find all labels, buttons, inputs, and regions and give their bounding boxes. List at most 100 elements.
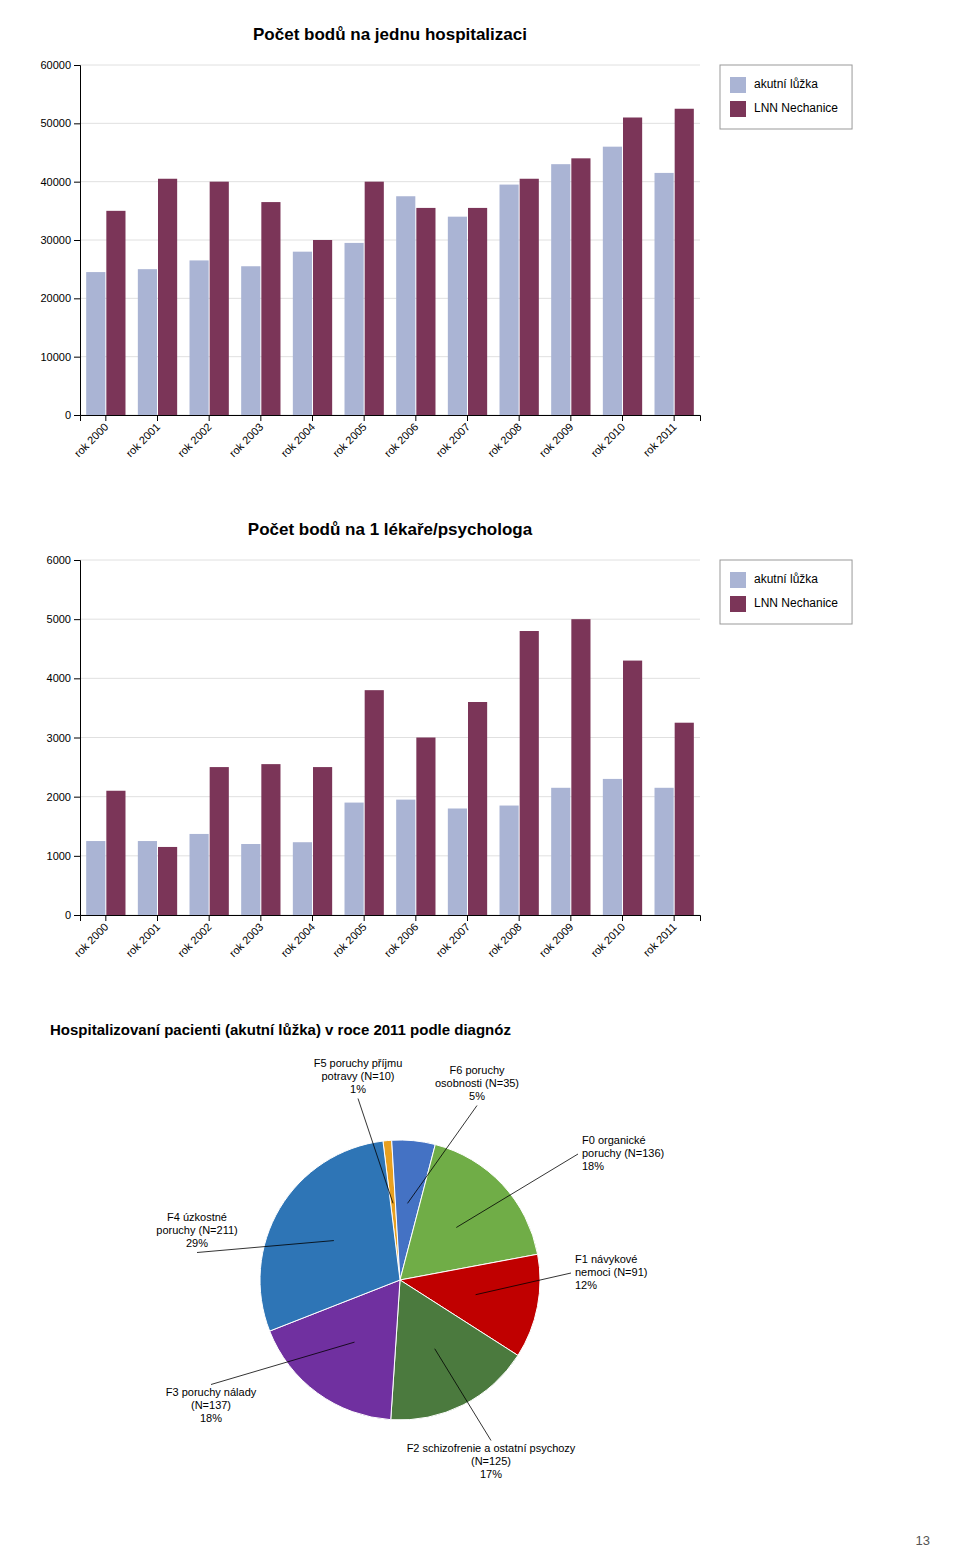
bars <box>86 109 694 415</box>
x-tick: rok 2000 <box>72 915 111 959</box>
bar <box>345 803 364 915</box>
slice-label: F6 poruchyosobnosti (N=35) <box>435 1064 519 1089</box>
tick-label: rok 2008 <box>485 921 524 960</box>
axis-line <box>81 916 701 922</box>
legend-label: akutní lůžka <box>754 77 818 91</box>
tick-mark <box>74 856 80 857</box>
slice-label: F0 organicképoruchy (N=136) <box>582 1134 664 1159</box>
y-axis: 0100002000030000400005000060000 <box>40 59 80 421</box>
tick-mark <box>209 915 210 921</box>
slice-labels: F5 poruchy příjmupotravy (N=10)1%F6 poru… <box>156 1057 664 1480</box>
x-tick: rok 2008 <box>485 915 524 959</box>
tick-mark <box>209 415 210 421</box>
bar <box>241 266 260 415</box>
slice-label: F1 návykovénemoci (N=91) <box>575 1253 647 1278</box>
slice-label-line: F4 úzkostné <box>167 1211 227 1223</box>
chart-title: Hospitalizovaní pacienti (akutní lůžka) … <box>50 1021 511 1038</box>
y-tick: 4000 <box>47 672 80 684</box>
bar <box>86 841 105 915</box>
data-label: 29% <box>186 1237 208 1249</box>
tick-label: 4000 <box>47 672 71 684</box>
tick-mark <box>105 915 106 921</box>
bar <box>571 619 590 915</box>
tick-label: rok 2002 <box>175 421 214 460</box>
tick-label: rok 2000 <box>72 421 111 460</box>
tick-label: rok 2006 <box>382 921 421 960</box>
bar <box>106 791 125 915</box>
tick-label: rok 2009 <box>537 921 576 960</box>
slice-label-line: F5 poruchy příjmu <box>314 1057 403 1069</box>
grid-line <box>80 619 700 620</box>
legend: akutní lůžkaLNN Nechanice <box>720 65 852 129</box>
legend: akutní lůžkaLNN Nechanice <box>720 560 852 624</box>
x-tick: rok 2011 <box>641 915 679 959</box>
page-number: 13 <box>916 1533 930 1548</box>
x-tick: rok 2009 <box>537 915 576 959</box>
bar <box>365 690 384 915</box>
tick-label: rok 2007 <box>433 921 472 960</box>
slice-label-line: poruchy (N=136) <box>582 1147 664 1159</box>
y-tick: 1000 <box>47 850 80 862</box>
bar <box>293 842 312 915</box>
tick-mark <box>74 915 80 916</box>
y-tick: 0 <box>65 909 80 921</box>
tick-label: 6000 <box>47 554 71 566</box>
tick-label: 50000 <box>40 117 71 129</box>
bar <box>396 800 415 915</box>
slice-label: F4 úzkostnéporuchy (N=211) <box>156 1211 237 1236</box>
tick-mark <box>674 415 675 421</box>
y-tick: 30000 <box>40 234 80 246</box>
y-tick: 3000 <box>47 732 80 744</box>
grid <box>80 65 700 415</box>
tick-mark <box>105 415 106 421</box>
tick-mark <box>622 915 623 921</box>
bar <box>551 164 570 415</box>
bar <box>603 779 622 915</box>
leader-line <box>476 1273 571 1295</box>
tick-label: rok 2010 <box>588 421 627 460</box>
tick-label: rok 2008 <box>485 421 524 460</box>
x-tick: rok 2002 <box>175 915 214 959</box>
bar <box>655 788 674 915</box>
y-tick: 60000 <box>40 59 80 71</box>
tick-mark <box>157 415 158 421</box>
slice-label-line: nemoci (N=91) <box>575 1266 647 1278</box>
legend-item: LNN Nechanice <box>730 596 838 612</box>
tick-mark <box>74 298 80 299</box>
tick-label: rok 2003 <box>227 421 266 460</box>
slice-label: F3 poruchy nálady(N=137) <box>166 1386 257 1411</box>
legend-frame <box>720 65 852 129</box>
tick-mark <box>74 415 80 416</box>
bar <box>500 185 519 415</box>
bar <box>603 147 622 415</box>
bar <box>675 723 694 915</box>
slice-label-line: F6 poruchy <box>449 1064 505 1076</box>
tick-mark <box>74 182 80 183</box>
legend-swatch <box>730 77 746 93</box>
grid-line <box>80 65 700 66</box>
x-tick: rok 2005 <box>330 915 369 959</box>
bar <box>448 809 467 916</box>
bar <box>106 211 125 415</box>
bar-chart: Počet bodů na 1 lékaře/psychologa0100020… <box>47 520 853 959</box>
x-tick: rok 2001 <box>123 915 162 959</box>
bar <box>448 217 467 415</box>
tick-mark <box>74 619 80 620</box>
tick-label: rok 2001 <box>123 421 162 460</box>
legend-label: LNN Nechanice <box>754 596 838 610</box>
bar <box>158 847 177 915</box>
tick-label: rok 2010 <box>588 921 627 960</box>
bars <box>86 619 694 915</box>
slice-label: F2 schizofrenie a ostatní psychozy(N=125… <box>407 1442 576 1467</box>
y-axis: 0100020003000400050006000 <box>47 554 81 921</box>
tick-label: rok 2005 <box>330 421 369 460</box>
bar <box>468 208 487 415</box>
bar <box>416 208 435 415</box>
tick-label: 5000 <box>47 613 71 625</box>
data-label: 12% <box>575 1279 597 1291</box>
leader-line <box>358 1099 393 1204</box>
tick-mark <box>74 738 80 739</box>
tick-label: rok 2011 <box>641 421 679 459</box>
chart-title: Počet bodů na 1 lékaře/psychologa <box>248 520 533 539</box>
x-tick: rok 2009 <box>537 415 576 459</box>
